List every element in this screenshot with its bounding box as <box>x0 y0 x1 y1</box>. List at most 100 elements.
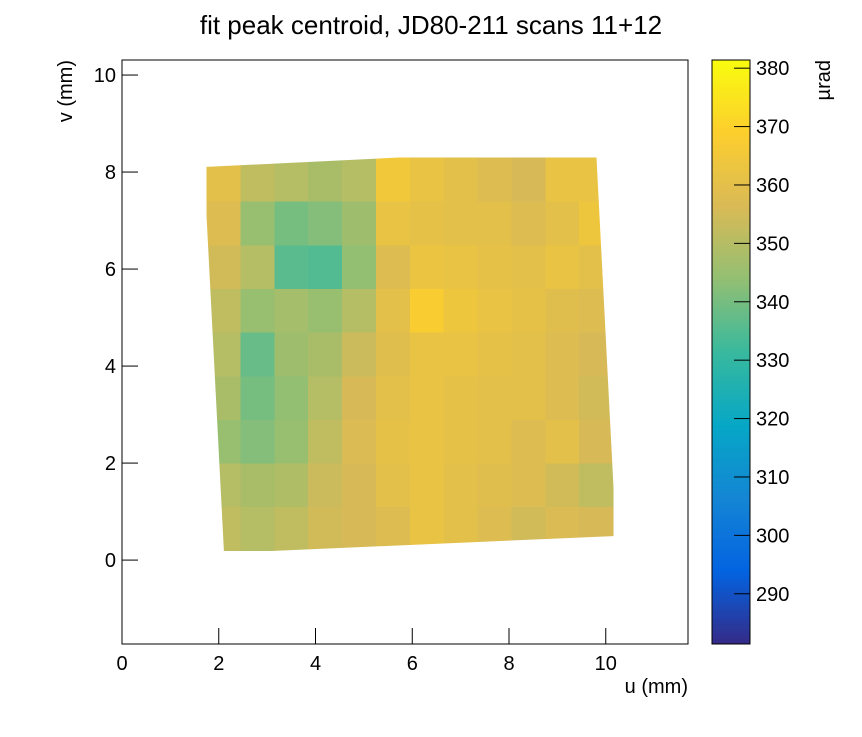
colorbar-band <box>712 433 750 438</box>
colorbar-band <box>712 182 750 187</box>
heatmap-cell <box>579 332 614 377</box>
heatmap-cell <box>375 463 411 508</box>
colorbar-band <box>712 500 750 505</box>
colorbar-band <box>712 229 750 233</box>
colorbar-band <box>712 106 750 111</box>
heatmap-cell <box>409 288 445 333</box>
colorbar-band <box>712 477 750 482</box>
heatmap-cell <box>375 419 411 464</box>
colorbar-band <box>712 506 750 511</box>
heatmap-cell <box>240 157 275 202</box>
colorbar-band <box>712 480 750 484</box>
heatmap-cell <box>308 244 343 289</box>
colorbar-frame <box>711 59 751 645</box>
x-tick-label: 2 <box>213 653 224 675</box>
heatmap-cell <box>409 201 445 246</box>
heatmap-cell <box>545 463 580 508</box>
colorbar-band <box>712 238 750 242</box>
heatmap-cell <box>240 419 275 464</box>
colorbar-band <box>712 334 750 338</box>
colorbar-band <box>712 611 750 616</box>
colorbar-band <box>712 223 750 228</box>
colorbar-band <box>712 544 750 549</box>
colorbar-band <box>712 226 750 230</box>
heatmap-cell <box>443 332 479 377</box>
heatmap-cell <box>308 288 343 333</box>
colorbar-band <box>712 474 750 479</box>
colorbar-band <box>712 346 750 350</box>
heatmap-cell <box>545 375 580 420</box>
heatmap-cell <box>375 332 411 377</box>
colorbar-band <box>712 445 750 449</box>
colorbar-band <box>712 533 750 537</box>
colorbar-band <box>712 576 750 581</box>
colorbar-band <box>712 200 750 204</box>
colorbar-band <box>712 71 750 76</box>
colorbar-band <box>712 340 750 344</box>
colorbar-band <box>712 331 750 336</box>
colorbar-band <box>712 109 750 114</box>
colorbar-band <box>712 413 750 417</box>
colorbar-band <box>712 211 750 216</box>
heatmap-cell <box>342 506 377 551</box>
colorbar-band <box>712 512 750 517</box>
colorbar-band <box>712 243 750 248</box>
colorbar-band <box>712 614 750 619</box>
colorbar-band <box>712 349 750 353</box>
colorbar-band <box>712 103 750 108</box>
heatmap-cell <box>477 332 512 377</box>
colorbar-band <box>712 258 750 263</box>
heatmap-cell <box>579 201 614 246</box>
heatmap-cell <box>308 506 343 551</box>
colorbar-band <box>712 156 750 160</box>
colorbar-band <box>712 284 750 289</box>
heatmap-cell <box>240 375 275 420</box>
colorbar-band <box>712 264 750 268</box>
heatmap-cell <box>545 419 580 464</box>
colorbar-band <box>712 281 750 286</box>
colorbar-band <box>712 486 750 490</box>
colorbar-band <box>712 389 750 394</box>
colorbar-band <box>712 442 750 447</box>
colorbar-band <box>712 68 750 73</box>
colorbar-band <box>712 530 750 534</box>
heatmap-cell <box>477 157 512 202</box>
heatmap-cell <box>443 244 479 289</box>
colorbar-band <box>712 232 750 236</box>
heatmap-cell <box>342 463 377 508</box>
heatmap-cell <box>545 244 580 289</box>
colorbar-band <box>712 235 750 239</box>
colorbar-tick-label: 310 <box>756 467 789 489</box>
colorbar-band <box>712 498 750 502</box>
colorbar-band <box>712 547 750 552</box>
colorbar-band <box>712 398 750 403</box>
colorbar-band <box>712 135 750 140</box>
colorbar-band <box>712 378 750 382</box>
heatmap-cells <box>206 157 614 551</box>
colorbar-band <box>712 404 750 409</box>
colorbar-band <box>712 176 750 181</box>
colorbar-band <box>712 191 750 195</box>
colorbar-band <box>712 112 750 117</box>
x-tick-label: 8 <box>503 653 514 675</box>
heatmap-cell <box>579 288 614 333</box>
colorbar-band <box>712 89 750 93</box>
heatmap-cell <box>206 375 242 420</box>
colorbar-band <box>712 360 750 365</box>
heatmap-cell <box>545 506 580 551</box>
y-tick-label: 2 <box>105 453 116 475</box>
colorbar-band <box>712 579 750 584</box>
colorbar-band <box>712 427 750 432</box>
colorbar-band <box>712 86 750 90</box>
heatmap-cell <box>477 288 512 333</box>
heatmap-cell <box>375 506 411 551</box>
colorbar-band <box>712 635 750 639</box>
colorbar-band <box>712 65 750 70</box>
heatmap-cell <box>308 332 343 377</box>
colorbar-band <box>712 220 750 225</box>
heatmap-cell <box>274 332 309 377</box>
colorbar-band <box>712 352 750 356</box>
colorbar-band <box>712 401 750 406</box>
colorbar-band <box>712 328 750 333</box>
